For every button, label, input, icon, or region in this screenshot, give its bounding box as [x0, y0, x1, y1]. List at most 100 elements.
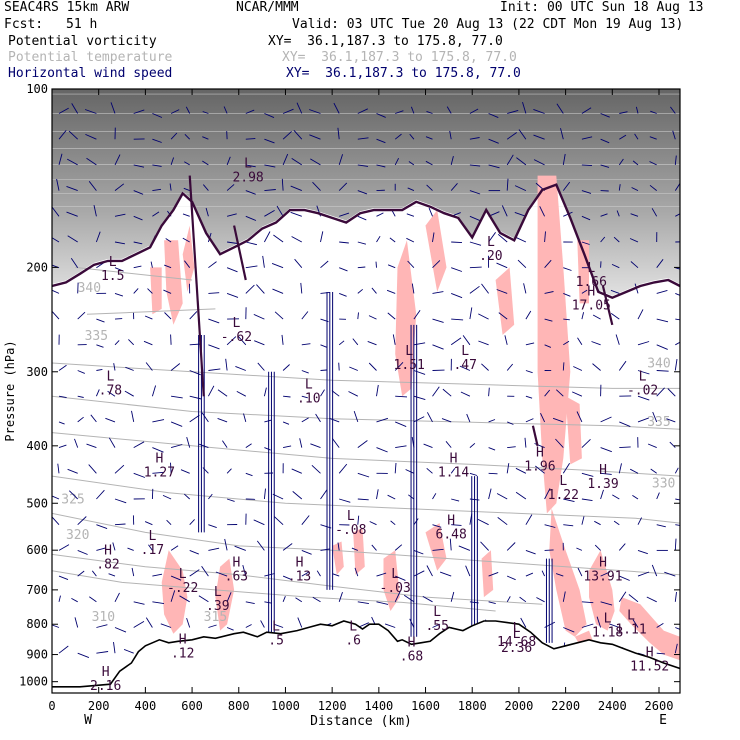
wind-vector [469, 285, 480, 294]
wind-vector [376, 113, 386, 118]
field-name-theta: Potential temperature [8, 50, 173, 65]
wind-vector [208, 493, 213, 500]
wind-vector [226, 592, 232, 602]
wind-vector [656, 652, 665, 655]
extremum-type: L [272, 619, 280, 634]
pv-contour-fragment [601, 285, 614, 326]
wind-vector [458, 545, 471, 551]
x-tick-label: 2200 [551, 699, 580, 713]
high-pv-region [549, 508, 587, 637]
wind-vector [170, 545, 179, 551]
wind-vector [618, 184, 621, 191]
wind-vector [184, 133, 191, 140]
wind-vector [581, 190, 592, 194]
wind-vector [66, 185, 78, 192]
wind-vector [202, 184, 209, 191]
wind-vector [226, 498, 235, 502]
wind-vector [301, 515, 310, 525]
x-tick-label: 2000 [504, 699, 533, 713]
wind-vector [581, 312, 585, 320]
wind-vector [257, 362, 265, 371]
wind-vector [108, 573, 116, 577]
wind-vector [271, 262, 284, 269]
wind-vector [619, 134, 627, 140]
wind-vector [581, 136, 593, 140]
wind-vector [376, 572, 387, 577]
wind-vector [339, 292, 347, 297]
wind-vector [133, 109, 145, 114]
wind-vector [338, 591, 343, 602]
high-pv-region [332, 541, 344, 575]
wind-vector [592, 314, 601, 320]
wind-vector [143, 340, 153, 346]
wind-vector [300, 282, 303, 294]
wind-vector [610, 289, 620, 294]
wind-vector [110, 102, 116, 114]
wind-vector [376, 447, 388, 453]
wind-vector [634, 133, 639, 140]
wind-vector [52, 289, 60, 294]
wind-vector [296, 102, 303, 114]
wind-vector [263, 488, 266, 500]
x-tick-label: 1000 [271, 699, 300, 713]
wind-vector [264, 189, 276, 192]
wind-vector [294, 258, 303, 268]
wind-vector [462, 335, 471, 346]
wind-vector [357, 108, 368, 114]
wind-vector [384, 623, 396, 628]
extremum-type: H [587, 284, 595, 299]
wind-vector [179, 595, 190, 603]
field-name-pv: Potential vorticity [8, 34, 157, 49]
wind-vector [394, 462, 397, 474]
wind-vector [466, 413, 471, 423]
extremum-type: L [461, 344, 469, 359]
wind-vector [432, 386, 440, 397]
wind-vector [525, 342, 535, 346]
wind-vector [320, 389, 325, 397]
wind-vector [386, 289, 396, 294]
extremum-value: -.08 [335, 523, 366, 538]
wind-vector [133, 621, 145, 628]
y-tick-label: 1000 [19, 675, 48, 689]
wind-vector [469, 241, 482, 246]
wind-vector [57, 463, 60, 474]
wind-vector [282, 131, 292, 140]
wind-vector [469, 164, 481, 167]
wind-vector [675, 318, 680, 321]
wind-vector [656, 370, 669, 372]
wind-vector [301, 571, 309, 577]
wind-vector [264, 573, 275, 577]
x-tick-label: 400 [135, 699, 157, 713]
theta-contour [52, 475, 680, 524]
wind-vector [425, 160, 433, 166]
wind-vector [208, 624, 217, 628]
wind-vector [242, 564, 247, 577]
wind-vector [488, 472, 498, 475]
wind-vector [562, 181, 571, 191]
wind-vector [77, 652, 90, 659]
theta-contour [86, 308, 216, 315]
wind-vector [256, 284, 265, 294]
wind-vector [107, 390, 116, 397]
wind-vector [628, 594, 639, 603]
wind-vector [480, 541, 489, 551]
wind-vector [376, 235, 381, 243]
extremum-type: L [587, 261, 595, 276]
wind-vector [619, 421, 631, 428]
extremum-type: H [447, 513, 455, 528]
wind-vector [88, 464, 97, 474]
wind-vector [348, 391, 359, 397]
wind-vector [581, 107, 592, 114]
field-xy-pv: XY= 36.1,187.3 to 175.8, 77.0 [268, 34, 503, 49]
wind-vector [189, 549, 199, 555]
wind-vector [226, 184, 235, 191]
extremum-type: L [106, 369, 114, 384]
wind-vector [394, 133, 402, 140]
extremum-type: L [513, 627, 521, 642]
x-tick-label: 2400 [598, 699, 627, 713]
wind-vector [133, 601, 145, 605]
wind-vector [202, 160, 209, 166]
extremum-type: L [109, 255, 117, 270]
extremum-value: .17 [141, 543, 164, 558]
wind-vector [357, 312, 359, 320]
